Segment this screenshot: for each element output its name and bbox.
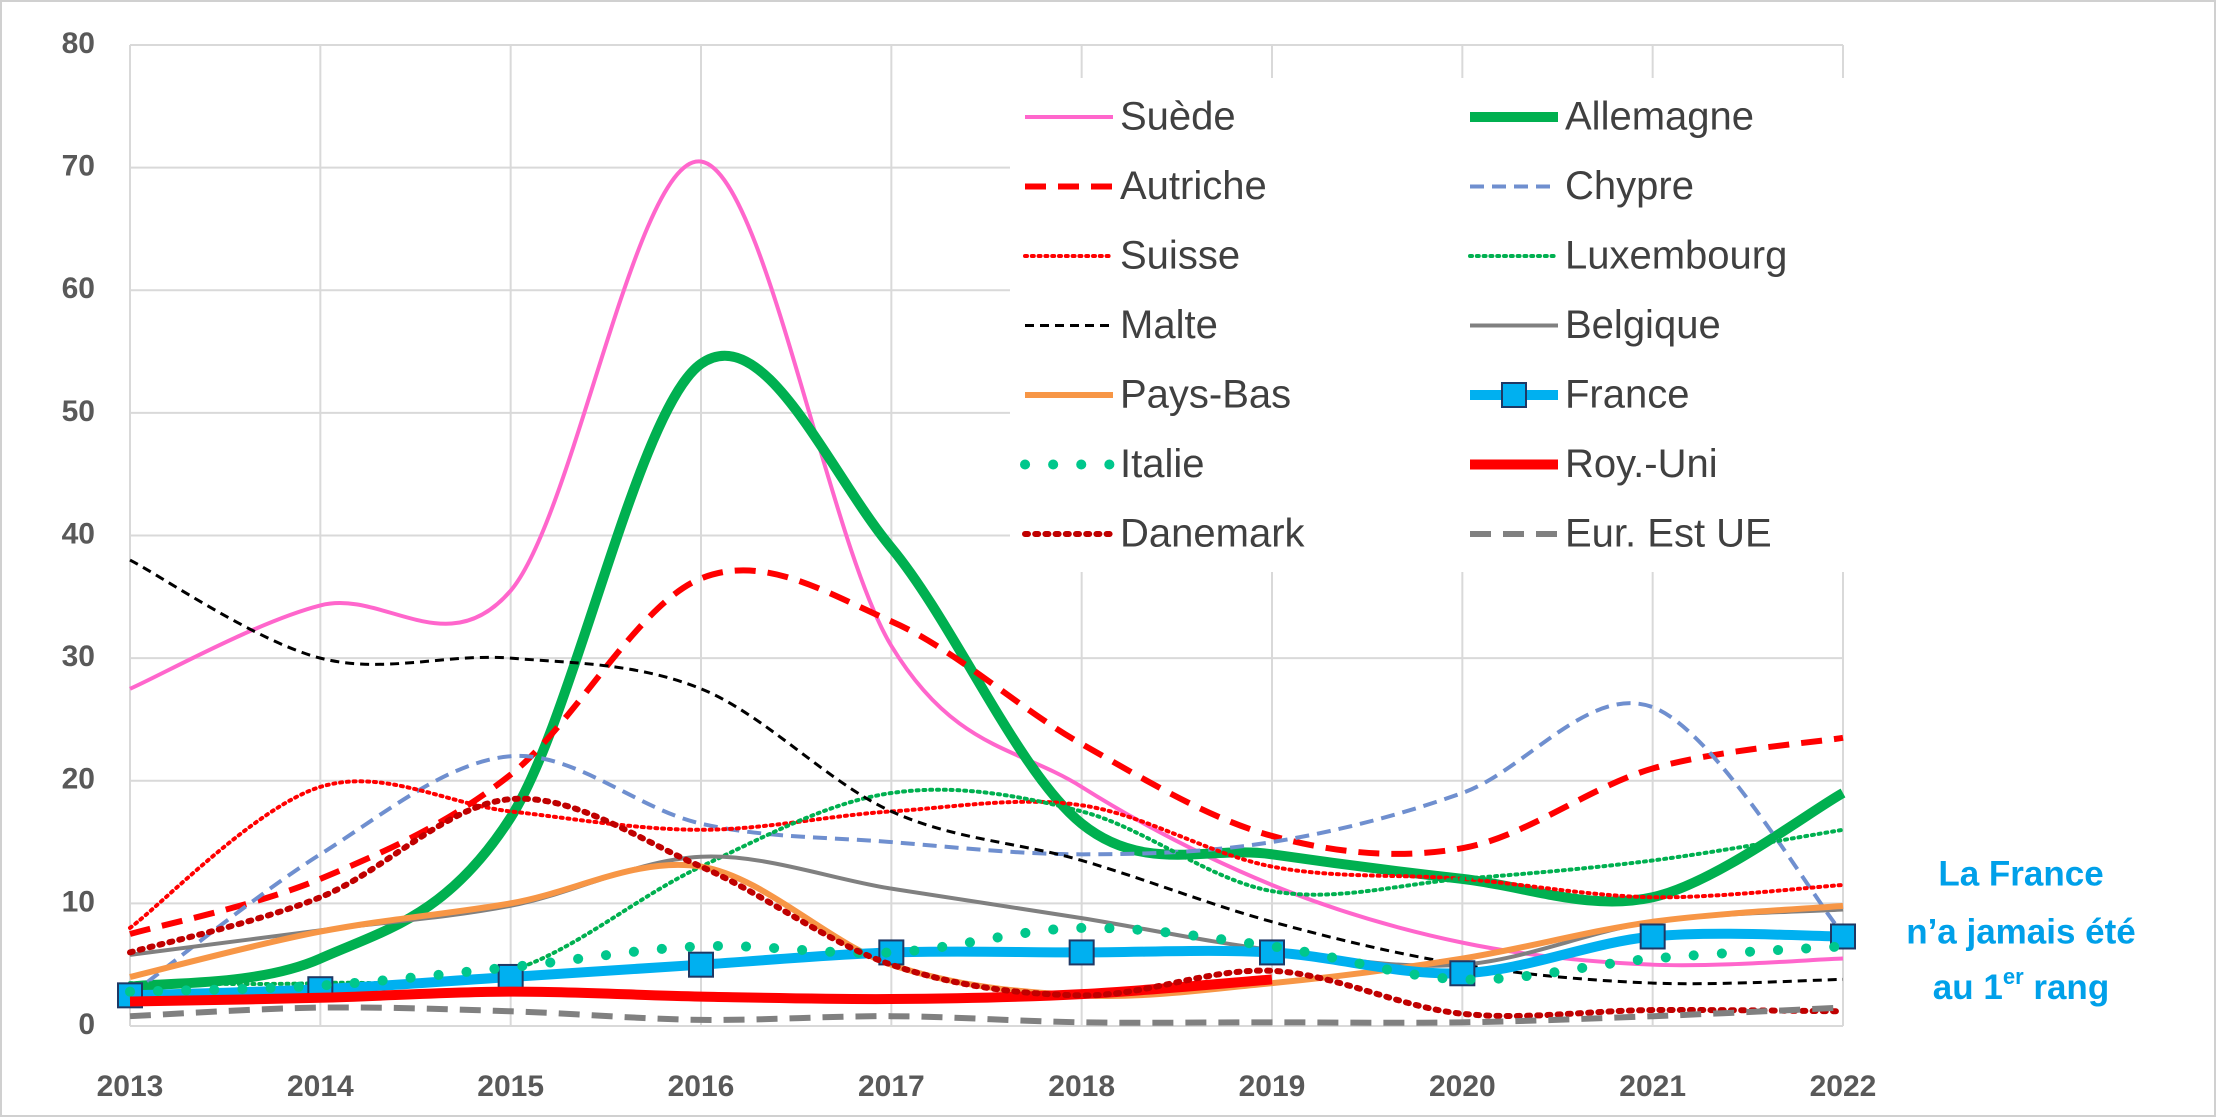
legend-marker [1501,382,1527,408]
series-line [125,922,1848,997]
y-tick-label: 0 [78,1008,95,1041]
series-line [127,795,1846,1019]
annotation-sup: er [2003,964,2024,989]
y-tick-label: 60 [62,272,95,305]
series-line [129,558,1844,986]
series-line [129,567,1844,937]
x-tick-label: 2019 [1239,1070,1306,1103]
x-tick-label: 2018 [1048,1070,1115,1103]
annotation-part: rang [2024,968,2110,1007]
series-line [128,779,1845,930]
legend-label: Luxembourg [1565,234,1787,278]
legend-label: Danemark [1120,512,1306,556]
series-line [129,1004,1844,1026]
y-tick-label: 30 [62,640,95,673]
legend-label: Pays-Bas [1120,373,1291,417]
legend-label: Italie [1120,442,1205,486]
series-line [129,159,1844,968]
legend-label: Autriche [1120,164,1267,208]
y-tick-label: 40 [62,517,95,550]
legend-label: Chypre [1565,164,1694,208]
legend-label: Eur. Est UE [1565,512,1772,556]
x-tick-label: 2020 [1429,1070,1496,1103]
x-tick-label: 2017 [858,1070,925,1103]
annotation: n’a jamais été [1906,912,2136,951]
legend-label: Suisse [1120,234,1240,278]
legend-label: Malte [1120,303,1218,347]
annotation: au 1er rang [1933,964,2109,1007]
series-marker [1068,939,1095,966]
y-tick-label: 50 [62,395,95,428]
x-tick-label: 2013 [97,1070,164,1103]
x-tick-label: 2021 [1619,1070,1686,1103]
series-marker [1639,923,1666,950]
series-line [129,928,1844,1001]
series-line [129,974,1273,1007]
y-tick-label: 20 [62,763,95,796]
legend: Suède Allemagne Autriche Chypre Suisse Luxemb… [1010,78,1845,572]
x-tick-label: 2022 [1810,1070,1877,1103]
y-tick-label: 70 [62,150,95,183]
y-tick-label: 10 [62,885,95,918]
series-line [128,701,1845,997]
annotation: La France [1938,854,2103,893]
legend-label: Suède [1120,95,1236,139]
legend-label: Allemagne [1565,95,1754,139]
legend-box [1010,78,1845,572]
annotation-part: au 1 [1933,968,2003,1007]
x-tick-label: 2015 [477,1070,544,1103]
legend-label: France [1565,373,1690,417]
series-marker [688,951,714,978]
x-tick-label: 2016 [668,1070,735,1103]
x-tick-label: 2014 [287,1070,354,1103]
y-tick-label: 80 [62,27,95,60]
series-line [129,350,1846,992]
legend-label: Belgique [1565,303,1721,347]
legend-label: Roy.-Uni [1565,442,1718,486]
